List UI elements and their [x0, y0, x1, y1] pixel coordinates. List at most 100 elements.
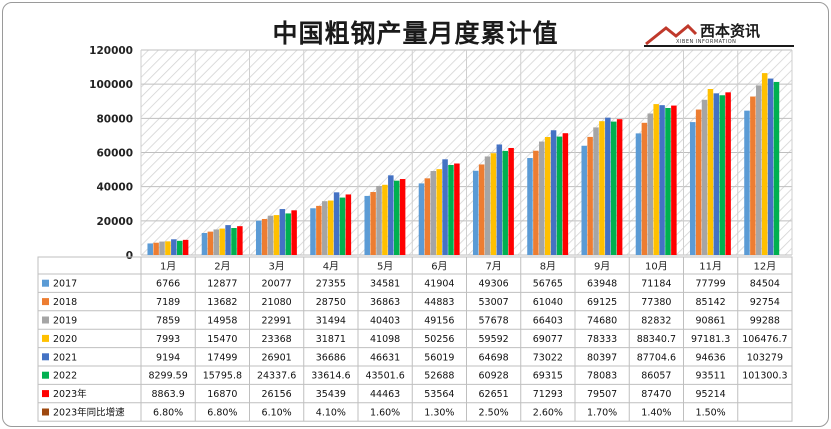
- legend-key-2022: [42, 371, 49, 379]
- data-label: 6.80%: [153, 408, 183, 419]
- y-tick-label: 40000: [96, 182, 133, 194]
- legend-key-2023年: [42, 390, 49, 398]
- data-label: 23368: [262, 334, 292, 345]
- bar-2019-7月: [484, 156, 491, 255]
- data-label: 20077: [262, 279, 292, 290]
- bar-2021-2月: [225, 225, 231, 255]
- data-label: 1.60%: [370, 408, 400, 419]
- bar-2021-3月: [279, 209, 286, 255]
- data-label: 9194: [156, 352, 180, 363]
- bar-2020-8月: [544, 136, 551, 255]
- bar-2022-3月: [285, 213, 291, 255]
- bar-2023年-5月: [399, 179, 406, 255]
- data-label: 6.10%: [262, 408, 292, 419]
- data-label: 71293: [533, 389, 563, 400]
- bar-2018-11月: [695, 109, 702, 256]
- data-label: 8299.59: [148, 371, 187, 382]
- legend-entry: 2023年同比增速: [53, 407, 125, 419]
- data-label: 28750: [316, 297, 346, 308]
- bar-2019-4月: [322, 201, 328, 255]
- bar-2020-9月: [599, 121, 605, 255]
- bar-2017-10月: [635, 133, 642, 255]
- data-label: 62651: [479, 389, 509, 400]
- bar-2022-4月: [339, 197, 346, 255]
- bar-2020-1月: [165, 241, 171, 255]
- data-label: 77799: [696, 279, 726, 290]
- data-label: 77380: [641, 297, 671, 308]
- data-label: 93511: [696, 371, 726, 382]
- bar-2023年-8月: [562, 133, 569, 255]
- bar-2021-8月: [550, 130, 557, 255]
- data-label: 103279: [747, 352, 783, 363]
- data-label: 15795.8: [203, 371, 242, 382]
- x-tick-label: 1月: [160, 261, 176, 273]
- bar-2019-6月: [430, 171, 437, 255]
- legend-key-2023年同比增速: [42, 408, 49, 416]
- bar-2018-4月: [316, 205, 322, 255]
- bar-2021-10月: [659, 105, 665, 255]
- y-tick-label: 0: [126, 250, 133, 262]
- bar-2023年-6月: [454, 163, 460, 255]
- data-label: 4.10%: [316, 408, 346, 419]
- data-label: 36863: [370, 297, 400, 308]
- bar-2022-9月: [610, 121, 617, 255]
- legend-entry: 2018: [53, 297, 77, 308]
- bar-2021-5月: [388, 175, 394, 255]
- data-label: 52688: [424, 371, 454, 382]
- bar-2019-5月: [376, 185, 382, 255]
- bar-2023年-1月: [182, 239, 189, 255]
- bar-2022-6月: [448, 164, 454, 255]
- data-label: 1.50%: [696, 408, 726, 419]
- data-label: 26901: [262, 352, 292, 363]
- bar-2019-1月: [159, 241, 165, 255]
- data-label: 14958: [207, 316, 237, 327]
- bar-2023年-9月: [616, 119, 623, 256]
- legend-key-2017: [42, 279, 49, 287]
- data-label: 78083: [587, 371, 617, 382]
- data-label: 40403: [370, 316, 400, 327]
- data-label: 88340.7: [637, 334, 676, 345]
- x-tick-label: 11月: [699, 261, 722, 273]
- data-label: 63948: [587, 279, 617, 290]
- data-label: 66403: [533, 316, 563, 327]
- data-label: 12877: [207, 279, 237, 290]
- data-label: 36686: [316, 352, 346, 363]
- bar-2020-3月: [273, 215, 280, 255]
- y-tick-label: 120000: [89, 45, 133, 57]
- bar-2023年-7月: [508, 147, 514, 255]
- data-label: 43501.6: [365, 371, 404, 382]
- data-label: 31871: [316, 334, 346, 345]
- x-tick-label: 9月: [594, 261, 610, 273]
- legend-entry: 2019: [53, 316, 77, 327]
- bar-2017-5月: [364, 195, 370, 255]
- data-label: 2.50%: [479, 408, 509, 419]
- data-label: 33614.6: [311, 371, 350, 382]
- bar-2020-6月: [436, 169, 442, 255]
- bar-2017-3月: [255, 220, 262, 255]
- bar-2022-10月: [665, 107, 671, 255]
- bar-2017-9月: [581, 145, 587, 255]
- data-label: 84504: [750, 279, 780, 290]
- data-label: 49156: [424, 316, 454, 327]
- data-label: 106476.7: [742, 334, 787, 345]
- data-label: 46631: [370, 352, 400, 363]
- data-label: 57678: [479, 316, 509, 327]
- logo-name: 西本资讯: [700, 22, 761, 40]
- data-label: 17499: [207, 352, 237, 363]
- legend-entry: 2017: [53, 279, 77, 290]
- bar-2023年-3月: [291, 210, 297, 255]
- data-label: 86057: [641, 371, 671, 382]
- data-label: 101300.3: [742, 371, 787, 382]
- bar-2022-12月: [773, 81, 780, 256]
- data-label: 78333: [587, 334, 617, 345]
- data-label: 26156: [262, 389, 292, 400]
- data-label: 53564: [424, 389, 454, 400]
- data-label: 7859: [156, 316, 180, 327]
- data-label: 53007: [479, 297, 509, 308]
- logo-subtitle: XIBEN INFORMATION: [676, 39, 737, 45]
- x-tick-label: 5月: [377, 261, 393, 273]
- legend-key-2018: [42, 298, 49, 306]
- data-label: 44883: [424, 297, 454, 308]
- data-label: 7189: [156, 297, 180, 308]
- legend-entry: 2022: [53, 371, 77, 382]
